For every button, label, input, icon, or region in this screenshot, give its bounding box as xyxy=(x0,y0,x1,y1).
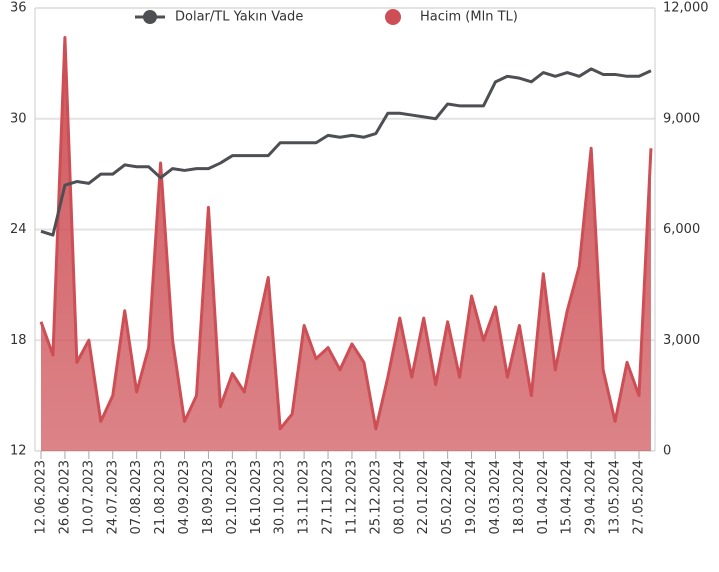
x-tick-label: 08.01.2024 xyxy=(392,460,407,534)
legend-label[interactable]: Dolar/TL Yakın Vade xyxy=(175,10,303,25)
x-tick-label: 13.05.2024 xyxy=(608,460,623,534)
x-tick-label: 27.05.2024 xyxy=(632,460,647,534)
y2-tick-label: 12,000 xyxy=(663,1,709,16)
y-tick-label: 36 xyxy=(10,1,27,16)
x-tick-label: 18.09.2023 xyxy=(201,460,216,534)
x-tick-label: 25.12.2023 xyxy=(368,460,383,534)
x-tick-label: 27.11.2023 xyxy=(321,460,336,534)
y-tick-label: 30 xyxy=(10,111,27,126)
y2-tick-label: 0 xyxy=(663,444,671,459)
x-tick-label: 26.06.2023 xyxy=(57,460,72,534)
x-tick-label: 04.09.2023 xyxy=(177,460,192,534)
x-tick-label: 02.10.2023 xyxy=(225,460,240,534)
y2-tick-label: 9,000 xyxy=(663,111,700,126)
legend-symbol xyxy=(143,10,157,24)
x-tick-label: 16.10.2023 xyxy=(249,460,264,534)
x-tick-label: 01.04.2024 xyxy=(536,460,551,534)
y-tick-label: 12 xyxy=(10,444,27,459)
x-tick-label: 11.12.2023 xyxy=(344,460,359,534)
y-tick-label: 18 xyxy=(10,333,27,348)
x-tick-label: 10.07.2023 xyxy=(81,460,96,534)
legend-symbol xyxy=(385,9,401,25)
x-tick-label: 22.01.2024 xyxy=(416,460,431,534)
x-tick-label: 05.02.2024 xyxy=(440,460,455,534)
x-tick-label: 19.02.2024 xyxy=(464,460,479,534)
x-tick-label: 12.06.2023 xyxy=(34,460,49,534)
area-fill xyxy=(41,37,651,452)
line xyxy=(40,67,652,237)
x-tick-label: 21.08.2023 xyxy=(153,460,168,534)
x-tick-label: 29.04.2024 xyxy=(584,460,599,534)
area-line xyxy=(39,36,653,431)
x-tick-label: 18.03.2024 xyxy=(512,460,527,534)
y-tick-label: 24 xyxy=(10,222,27,237)
x-tick-label: 13.11.2023 xyxy=(297,460,312,534)
x-tick-label: 24.07.2023 xyxy=(105,460,120,534)
x-tick-label: 07.08.2023 xyxy=(129,460,144,534)
x-tick-label: 04.03.2024 xyxy=(488,460,503,534)
y2-tick-label: 3,000 xyxy=(663,333,700,348)
y2-tick-label: 6,000 xyxy=(663,222,700,237)
legend-label[interactable]: Hacim (Mln TL) xyxy=(420,10,518,25)
x-tick-label: 15.04.2024 xyxy=(560,460,575,534)
x-tick-label: 30.10.2023 xyxy=(273,460,288,534)
